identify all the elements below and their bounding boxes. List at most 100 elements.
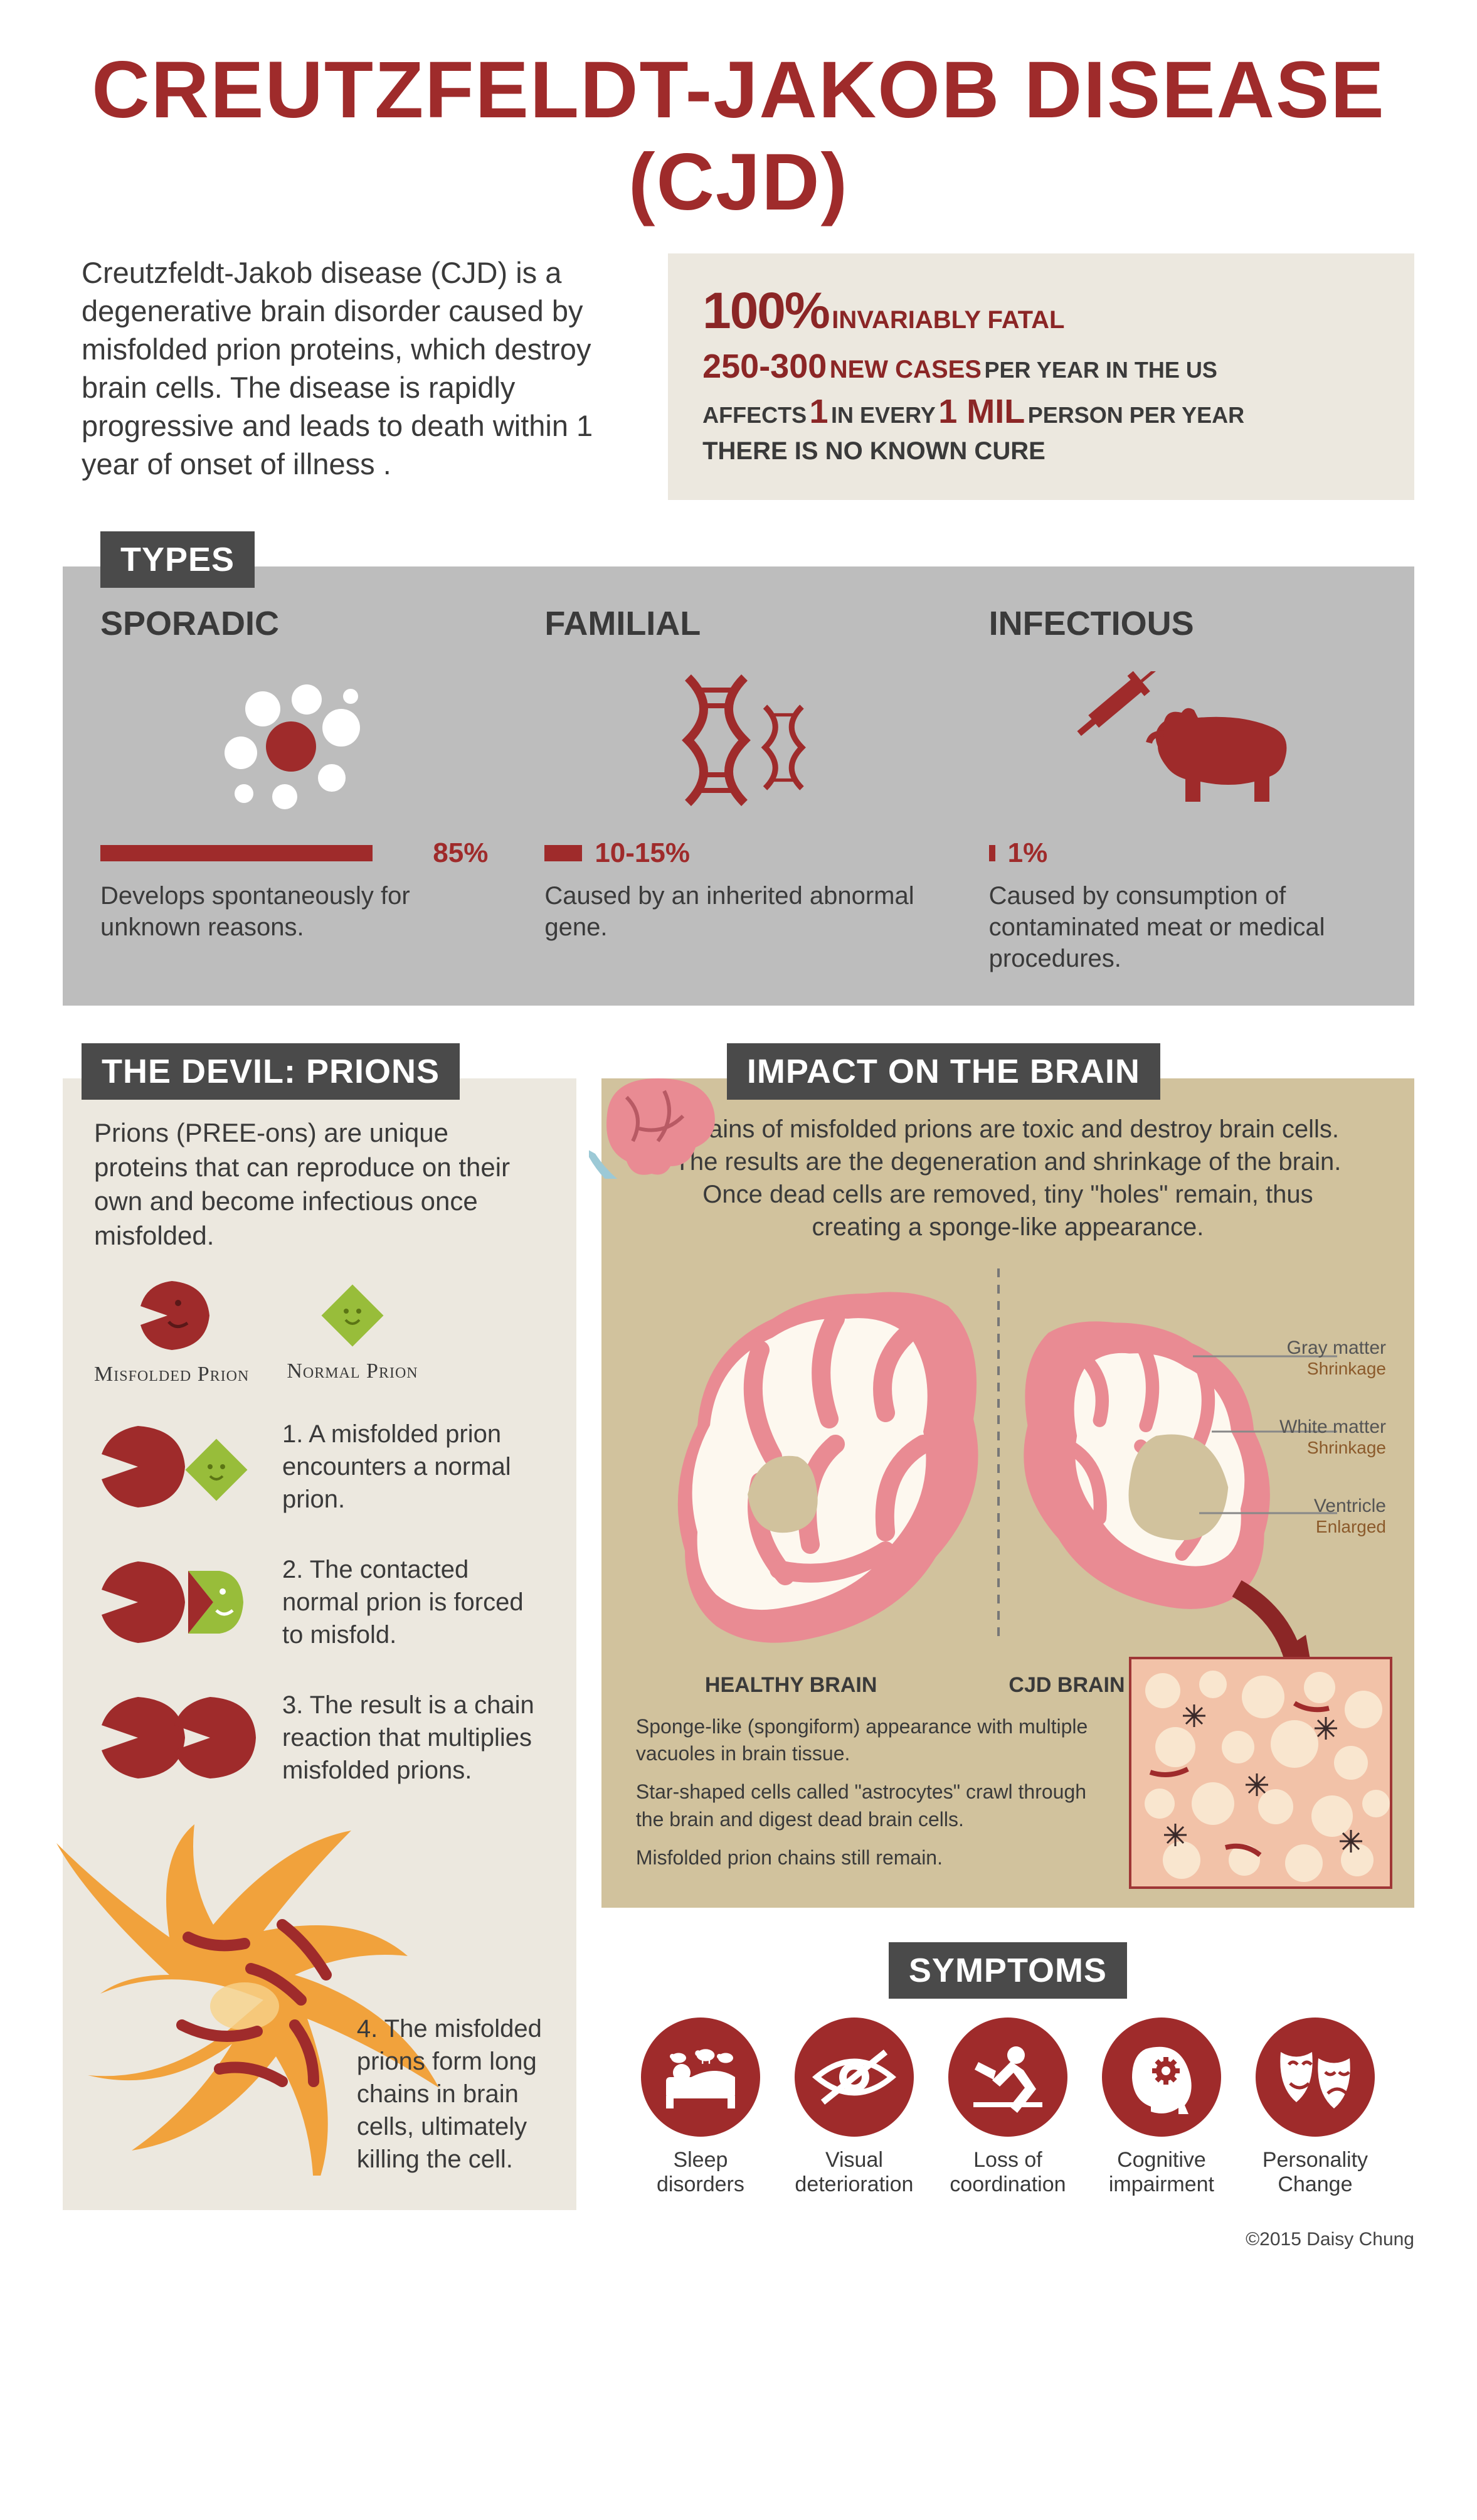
sporadic-pct: 85% xyxy=(433,837,488,869)
symptoms-row: Sleep disorders Visual deterioration xyxy=(601,2018,1414,2197)
callout-1-t2: Shrinkage xyxy=(1279,1438,1386,1458)
symptoms-section: SYMPTOMS xyxy=(601,1942,1414,2197)
sporadic-icon xyxy=(100,662,488,825)
types-tag: TYPES xyxy=(100,531,255,588)
healthy-brain-label: HEALTHY BRAIN xyxy=(705,1673,877,1698)
sporadic-bar: 85% xyxy=(100,837,488,869)
stat-line-1: 100% invariably fatal xyxy=(702,282,1380,341)
symptom-sleep: Sleep disorders xyxy=(635,2018,766,2197)
normal-label: Normal Prion xyxy=(287,1359,418,1383)
stats-box: 100% invariably fatal 250-300 new cases … xyxy=(668,253,1414,500)
normal-prion-icon: Normal Prion xyxy=(287,1281,418,1383)
impact-note-0: Sponge-like (spongiform) appearance with… xyxy=(636,1713,1097,1767)
impact-note-2: Misfolded prion chains still remain. xyxy=(636,1844,1097,1871)
credit-text: ©2015 Daisy Chung xyxy=(63,2229,1414,2250)
stat-1-big: 100% xyxy=(702,282,829,339)
callout-gray-matter: Gray matter Shrinkage xyxy=(1279,1337,1386,1379)
type-familial: FAMILIAL xyxy=(544,604,932,974)
callout-ventricle: Ventricle Enlarged xyxy=(1279,1496,1386,1537)
impact-body: Chains of misfolded prions are toxic and… xyxy=(601,1078,1414,1908)
symptoms-tag: SYMPTOMS xyxy=(889,1942,1127,1999)
brain-cross-section-icon xyxy=(636,1262,1380,1664)
types-section: TYPES SPORADIC 85% xyxy=(63,531,1414,1006)
page-title: CREUTZFELDT-JAKOB DISEASE (CJD) xyxy=(63,44,1414,228)
type-sporadic: SPORADIC 85% Develops spontaneou xyxy=(100,604,488,974)
prion-step-1: 1. A misfolded prion encounters a normal… xyxy=(94,1418,545,1516)
cow-syringe-icon xyxy=(989,662,1377,825)
callout-1-t1: White matter xyxy=(1279,1417,1386,1438)
stat-4: There is no known cure xyxy=(702,437,1046,465)
types-body: SPORADIC 85% Develops spontaneou xyxy=(63,566,1414,1006)
familial-desc: Caused by an inherited abnormal gene. xyxy=(544,880,932,943)
type-infectious-title: INFECTIOUS xyxy=(989,604,1377,643)
sporadic-desc: Develops spontaneously for unknown reaso… xyxy=(100,880,488,943)
stat-line-4: There is no known cure xyxy=(702,437,1380,465)
stat-2-big: 250-300 xyxy=(702,348,827,385)
callout-2-t1: Ventricle xyxy=(1279,1496,1386,1517)
impact-notes: Sponge-like (spongiform) appearance with… xyxy=(636,1713,1097,1871)
callout-white-matter: White matter Shrinkage xyxy=(1279,1417,1386,1458)
stat-1-label: invariably fatal xyxy=(832,306,1064,334)
symptom-coord-label: Loss of coordination xyxy=(942,2148,1074,2197)
intro-row: Creutzfeldt-Jakob disease (CJD) is a deg… xyxy=(63,253,1414,500)
prion-step-4-text: 4. The misfolded prions form long chains… xyxy=(357,2012,545,2176)
callout-0-t1: Gray matter xyxy=(1279,1337,1386,1359)
type-familial-title: FAMILIAL xyxy=(544,604,932,643)
symptom-coordination: Loss of coordination xyxy=(942,2018,1074,2197)
tissue-inset-icon xyxy=(1129,1657,1392,1889)
prion-legend: Misfolded Prion Normal Prion xyxy=(94,1278,545,1386)
prion-step-1-text: 1. A misfolded prion encounters a normal… xyxy=(282,1418,545,1516)
symptom-personality-label: Personality Change xyxy=(1249,2148,1381,2197)
prion-step-3: 3. The result is a chain reaction that m… xyxy=(94,1689,545,1787)
misfolded-label: Misfolded Prion xyxy=(94,1363,249,1386)
brain-comparison: Gray matter Shrinkage White matter Shrin… xyxy=(636,1262,1380,1667)
misfolded-prion-icon: Misfolded Prion xyxy=(94,1278,249,1386)
stat-3-mid: in every xyxy=(831,402,936,428)
falling-person-icon xyxy=(948,2018,1067,2137)
stat-2-tail: per year in the US xyxy=(984,357,1217,383)
symptom-cognitive-label: Cognitive impairment xyxy=(1096,2148,1227,2197)
type-sporadic-title: SPORADIC xyxy=(100,604,488,643)
stat-2-mid: new cases xyxy=(830,356,982,383)
masks-icon xyxy=(1256,2018,1375,2137)
neuron-icon: 4. The misfolded prions form long chains… xyxy=(94,1824,545,2179)
impact-note-1: Star-shaped cells called "astrocytes" cr… xyxy=(636,1778,1097,1832)
prions-tag: THE DEVIL: PRIONS xyxy=(82,1043,460,1100)
stat-line-2: 250-300 new cases per year in the US xyxy=(702,347,1380,386)
head-gear-icon xyxy=(1102,2018,1221,2137)
prion-step-2-text: 2. The contacted normal prion is forced … xyxy=(282,1553,545,1651)
prion-step-3-text: 3. The result is a chain reaction that m… xyxy=(282,1689,545,1787)
brain-callouts: Gray matter Shrinkage White matter Shrin… xyxy=(1279,1337,1386,1575)
eye-icon xyxy=(795,2018,914,2137)
familial-bar: 10-15% xyxy=(544,837,932,869)
impact-intro: Chains of misfolded prions are toxic and… xyxy=(636,1113,1380,1243)
right-column: IMPACT ON THE BRAIN Chains of misfolded … xyxy=(601,1043,1414,2197)
cjd-brain-label: CJD BRAIN xyxy=(1008,1673,1125,1698)
sleep-icon xyxy=(641,2018,760,2137)
callout-2-t2: Enlarged xyxy=(1279,1517,1386,1537)
stat-3-n1: 1 xyxy=(810,393,828,430)
callout-0-t2: Shrinkage xyxy=(1279,1359,1386,1379)
stat-3-tail: person per year xyxy=(1028,402,1244,428)
type-infectious: INFECTIOUS xyxy=(989,604,1377,974)
symptom-personality: Personality Change xyxy=(1249,2018,1381,2197)
stat-3-pre: affects xyxy=(702,402,807,428)
infectious-pct: 1% xyxy=(1008,837,1048,869)
small-brain-icon xyxy=(589,1072,721,1179)
infectious-bar: 1% xyxy=(989,837,1377,869)
stat-3-n2: 1 mil xyxy=(938,393,1025,430)
symptom-visual: Visual deterioration xyxy=(788,2018,920,2197)
intro-text: Creutzfeldt-Jakob disease (CJD) is a deg… xyxy=(63,253,630,484)
symptom-cognitive: Cognitive impairment xyxy=(1096,2018,1227,2197)
infectious-desc: Caused by consumption of contaminated me… xyxy=(989,880,1377,974)
dna-icon xyxy=(544,662,932,825)
stat-line-3: affects 1 in every 1 mil person per year xyxy=(702,392,1380,431)
symptom-sleep-label: Sleep disorders xyxy=(635,2148,766,2197)
symptom-visual-label: Visual deterioration xyxy=(788,2148,920,2197)
prion-step-2: 2. The contacted normal prion is forced … xyxy=(94,1553,545,1651)
familial-pct: 10-15% xyxy=(595,837,690,869)
prions-section: THE DEVIL: PRIONS Prions (PREE-ons) are … xyxy=(63,1043,576,2210)
impact-tag: IMPACT ON THE BRAIN xyxy=(727,1043,1160,1100)
lower-grid: THE DEVIL: PRIONS Prions (PREE-ons) are … xyxy=(63,1043,1414,2210)
prions-intro: Prions (PREE-ons) are unique proteins th… xyxy=(94,1116,545,1253)
